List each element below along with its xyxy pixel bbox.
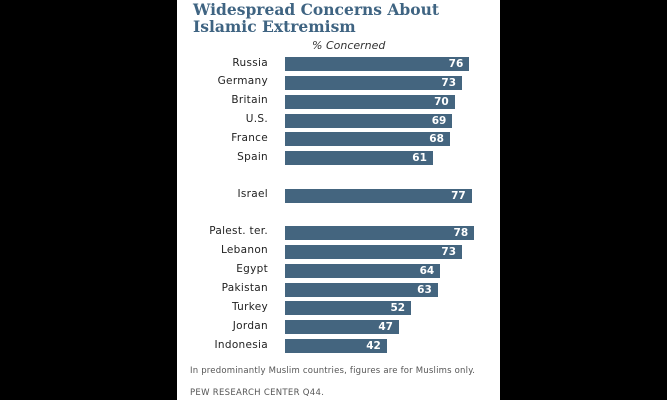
data-label: 73: [441, 76, 457, 89]
data-label: 64: [419, 264, 435, 277]
bar: 77: [285, 188, 472, 203]
data-label: 69: [431, 114, 447, 127]
chart-title: Widespread Concerns About Islamic Extrem…: [193, 0, 440, 36]
category-label: Palest. ter.: [209, 225, 268, 238]
category-label: Britain: [231, 94, 268, 107]
data-label: 76: [448, 58, 464, 70]
chart-source: PEW RESEARCH CENTER Q44.: [190, 388, 325, 398]
data-label: 52: [390, 302, 406, 315]
bar: 64: [285, 263, 441, 278]
data-label: 77: [451, 189, 466, 202]
bar: 61: [285, 151, 433, 166]
chart-subtitle: % Concerned: [312, 39, 386, 52]
category-label: Pakistan: [221, 282, 268, 294]
category-label: Egypt: [236, 263, 268, 276]
bar: 47: [285, 320, 399, 335]
chart-note: In predominantly Muslim countries, figur…: [190, 366, 476, 376]
data-label: 68: [429, 133, 444, 146]
category-label: Spain: [237, 150, 268, 163]
category-label: U.S.: [245, 113, 268, 126]
bar: 69: [285, 113, 453, 128]
data-label: 73: [441, 245, 457, 258]
data-label: 42: [366, 340, 381, 353]
category-label: Russia: [232, 56, 268, 69]
bar: 73: [285, 244, 463, 259]
data-label: 61: [412, 152, 427, 165]
category-label: France: [231, 131, 268, 144]
data-label: 63: [417, 283, 432, 296]
data-label: 78: [453, 226, 469, 239]
bar: 42: [285, 339, 387, 354]
data-label: 70: [434, 95, 449, 108]
category-label: Jordan: [232, 319, 268, 332]
data-label: 47: [378, 321, 393, 334]
bar: 76: [285, 57, 470, 71]
category-label: Lebanon: [220, 244, 268, 257]
bar: 52: [285, 301, 412, 316]
bar: 73: [285, 75, 463, 90]
bar: 78: [285, 225, 475, 240]
category-label: Indonesia: [214, 338, 268, 351]
bar: 63: [285, 282, 438, 297]
category-label: Germany: [217, 75, 268, 88]
bar: 68: [285, 132, 450, 147]
category-label: Israel: [237, 188, 268, 201]
category-label: Turkey: [232, 300, 268, 313]
bar: 70: [285, 94, 455, 109]
